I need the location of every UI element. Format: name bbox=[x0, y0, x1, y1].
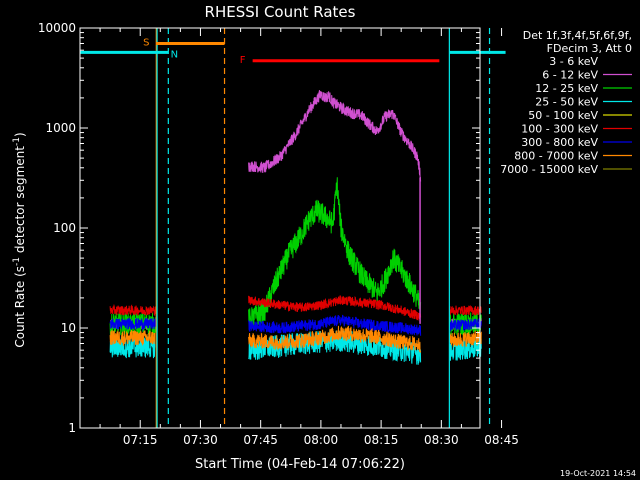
timestamp-label: 19-Oct-2021 14:54 bbox=[560, 469, 636, 478]
series-6 bbox=[109, 325, 482, 353]
y-axis-label: Count Rate (s-1 detector segment-1) bbox=[12, 132, 27, 347]
x-tick-label: 07:45 bbox=[243, 433, 278, 447]
series-line-5 bbox=[109, 314, 482, 336]
x-axis-label: Start Time (04-Feb-14 07:06:22) bbox=[195, 457, 405, 472]
legend-entry-label: 100 - 300 keV bbox=[521, 123, 598, 136]
legend-entry-label: 6 - 12 keV bbox=[542, 69, 598, 82]
x-tick-label: 08:15 bbox=[364, 433, 399, 447]
legend-entry-label: 3 - 6 keV bbox=[549, 55, 598, 68]
marker-layer: S N F bbox=[80, 28, 506, 428]
axes-layer: 1 10 100 1000 10000 07:15 07:30 07:45 08:00 08:15… bbox=[38, 21, 519, 447]
y-tick-label: 1 bbox=[68, 421, 76, 435]
x-tick-label: 07:15 bbox=[123, 433, 158, 447]
legend-entry-label: 25 - 50 keV bbox=[535, 96, 598, 109]
legend-entry-label: 300 - 800 keV bbox=[521, 136, 598, 149]
series-line-4 bbox=[109, 295, 482, 321]
x-tick-label: 07:30 bbox=[183, 433, 218, 447]
legend-title-line: FDecim 3, Att 0 bbox=[547, 42, 632, 55]
series-5 bbox=[109, 314, 482, 336]
x-tick-label: 08:45 bbox=[484, 433, 519, 447]
legend-title-line: Det 1f,3f,4f,5f,6f,9f, bbox=[523, 29, 632, 42]
legend-entry-label: 12 - 25 keV bbox=[535, 82, 598, 95]
y-tick-label: 100 bbox=[53, 221, 76, 235]
chart-title: RHESSI Count Rates bbox=[205, 3, 356, 21]
x-tick-label: 08:00 bbox=[304, 433, 339, 447]
flag-label-3: F bbox=[240, 55, 246, 66]
y-tick-label: 1000 bbox=[45, 121, 76, 135]
series-line-6 bbox=[109, 325, 482, 353]
x-tick-label: 08:30 bbox=[424, 433, 459, 447]
y-tick-label: 10 bbox=[61, 321, 76, 335]
legend: Det 1f,3f,4f,5f,6f,9f,FDecim 3, Att 03 -… bbox=[500, 29, 632, 176]
legend-entry-label: 800 - 7000 keV bbox=[514, 150, 598, 163]
y-tick-label: 10000 bbox=[38, 21, 76, 35]
legend-entry-label: 50 - 100 keV bbox=[528, 109, 598, 122]
flag-label-1: N bbox=[171, 49, 178, 60]
flag-label-0: S bbox=[143, 37, 149, 48]
series-4 bbox=[109, 295, 482, 321]
legend-entry-label: 7000 - 15000 keV bbox=[500, 163, 598, 176]
